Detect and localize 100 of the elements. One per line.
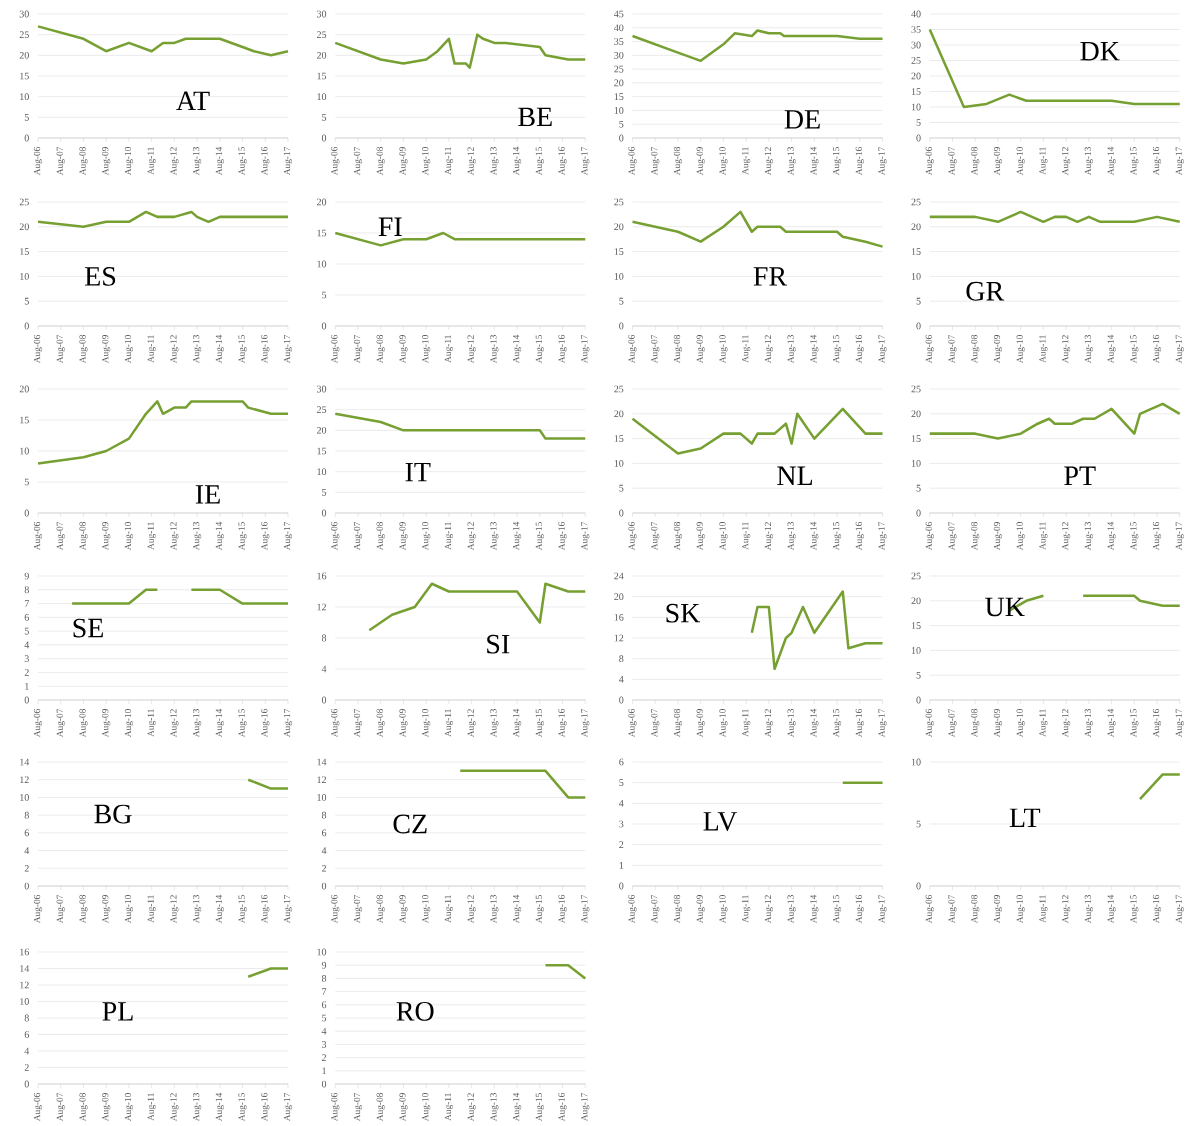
x-tick-label: Aug-16: [1152, 146, 1162, 176]
x-tick-label: Aug-12: [170, 709, 179, 738]
y-tick-label: 35: [614, 38, 624, 45]
y-tick-label: 5: [619, 779, 624, 786]
x-tick-label: Aug-08: [376, 1093, 385, 1122]
x-tick-label: Aug-15: [832, 709, 842, 738]
x-tick-label: Aug-10: [1016, 522, 1025, 551]
text: PL: [102, 1002, 133, 1021]
x-tick-label: Aug-08: [79, 335, 88, 364]
y-tick-label: 2: [24, 669, 29, 676]
x-tick-label: Aug-11: [444, 895, 453, 923]
y-tick-label: 0: [24, 882, 29, 890]
x-tick-label: Aug-14: [513, 334, 522, 364]
x-tick-label: Aug-15: [1130, 335, 1139, 364]
x-tick-label: Aug-17: [1175, 334, 1184, 364]
x-tick-label: Aug-13: [1084, 147, 1093, 176]
y-tick-label: 5: [916, 820, 921, 828]
x-tick-label: Aug-16: [558, 146, 567, 176]
y-tick-label: 24: [614, 572, 624, 580]
text: DE: [784, 110, 820, 129]
x-tick-label: Aug-14: [215, 894, 224, 924]
x-tick-label: Aug-11: [1039, 895, 1048, 923]
y-tick-label: 10: [317, 468, 327, 476]
y-tick-label: 0: [321, 322, 327, 330]
x-tick-label: Aug-17: [581, 146, 590, 176]
x-tick-label: Aug-11: [444, 335, 453, 363]
x-tick-label: Aug-15: [535, 522, 544, 551]
y-tick-label: 10: [317, 948, 327, 956]
x-tick-label: Aug-10: [1016, 895, 1025, 924]
y-tick-label: 3: [24, 655, 29, 663]
text: BG: [94, 804, 132, 824]
x-tick-label: Aug-08: [376, 147, 385, 176]
x-tick-label: Aug-17: [1175, 708, 1184, 738]
y-tick-label: 25: [911, 57, 921, 64]
x-tick-label: Aug-14: [810, 708, 819, 738]
line-series: [36, 400, 290, 465]
x-tick-label: Aug-14: [1107, 146, 1116, 176]
y-tick-label: 25: [614, 198, 624, 206]
x-tick-label: Aug-16: [1152, 894, 1162, 924]
x-tick-label: Aug-17: [878, 708, 887, 738]
x-tick-label: Aug-13: [193, 895, 202, 924]
x-tick-label: Aug-11: [444, 709, 453, 737]
x-tick-label: Aug-10: [1016, 335, 1025, 364]
x-tick-label: Aug-14: [1107, 334, 1116, 364]
y-tick-label: 0: [619, 509, 624, 517]
y-tick-label: 10: [20, 273, 29, 280]
x-tick-label: Aug-14: [810, 334, 819, 364]
x-tick-label: Aug-16: [558, 894, 567, 924]
y-tick-label: 0: [24, 1080, 29, 1088]
y-tick-label: 5: [916, 297, 921, 305]
x-tick-label: Aug-15: [1130, 522, 1139, 551]
text: PT: [1064, 466, 1096, 485]
y-tick-label: 5: [322, 291, 327, 299]
x-tick-label: Aug-07: [948, 146, 957, 176]
y-tick-label: 10: [317, 260, 327, 268]
x-tick-label: Aug-17: [283, 521, 293, 551]
y-tick-label: 8: [321, 975, 327, 982]
x-tick-label: Aug-14: [215, 1092, 224, 1122]
y-tick-label: 5: [24, 114, 29, 121]
y-tick-label: 6: [321, 829, 327, 837]
y-tick-label: 2: [24, 864, 29, 872]
y-tick-label: 4: [618, 676, 624, 683]
x-tick-label: Aug-15: [832, 335, 842, 364]
y-tick-label: 8: [321, 811, 327, 819]
x-tick-label: Aug-10: [124, 1093, 134, 1122]
text: GR: [966, 281, 1005, 301]
x-tick-label: Aug-11: [444, 522, 453, 550]
x-tick-label: Aug-16: [855, 521, 864, 551]
y-tick-label: 3: [619, 820, 624, 828]
y-tick-label: 12: [317, 603, 326, 611]
x-tick-label: Aug-07: [651, 521, 660, 551]
y-tick-label: 15: [911, 435, 921, 442]
y-tick-label: 10: [614, 460, 624, 467]
x-tick-label: Aug-06: [925, 334, 934, 364]
line-series: [368, 582, 587, 632]
x-tick-label: Aug-12: [170, 1093, 179, 1122]
y-tick-label: 15: [317, 447, 327, 455]
x-tick-label: Aug-10: [422, 1093, 431, 1122]
x-tick-label: Aug-06: [331, 708, 340, 738]
x-tick-label: Aug-08: [673, 335, 683, 364]
x-tick-label: Aug-17: [283, 894, 293, 924]
y-tick-label: 16: [317, 572, 327, 580]
x-tick-label: Aug-09: [993, 709, 1003, 738]
x-tick-label: Aug-08: [376, 709, 385, 738]
x-tick-label: Aug-06: [33, 334, 43, 364]
y-tick-label: 16: [20, 948, 29, 956]
x-tick-label: Aug-12: [764, 522, 773, 551]
y-tick-label: 20: [19, 51, 29, 59]
y-tick-label: 1: [619, 862, 624, 869]
x-tick-label: Aug-11: [147, 147, 156, 175]
line-series: [36, 25, 290, 57]
x-tick-label: Aug-12: [1062, 147, 1071, 176]
y-tick-label: 0: [24, 696, 29, 704]
y-tick-label: 15: [911, 622, 921, 629]
x-tick-label: Aug-14: [1107, 894, 1116, 924]
x-tick-label: Aug-17: [878, 894, 887, 924]
y-tick-label: 10: [614, 107, 624, 114]
x-tick-label: Aug-06: [925, 708, 934, 738]
x-tick-label: Aug-16: [261, 146, 270, 176]
y-tick-label: 25: [19, 198, 29, 206]
